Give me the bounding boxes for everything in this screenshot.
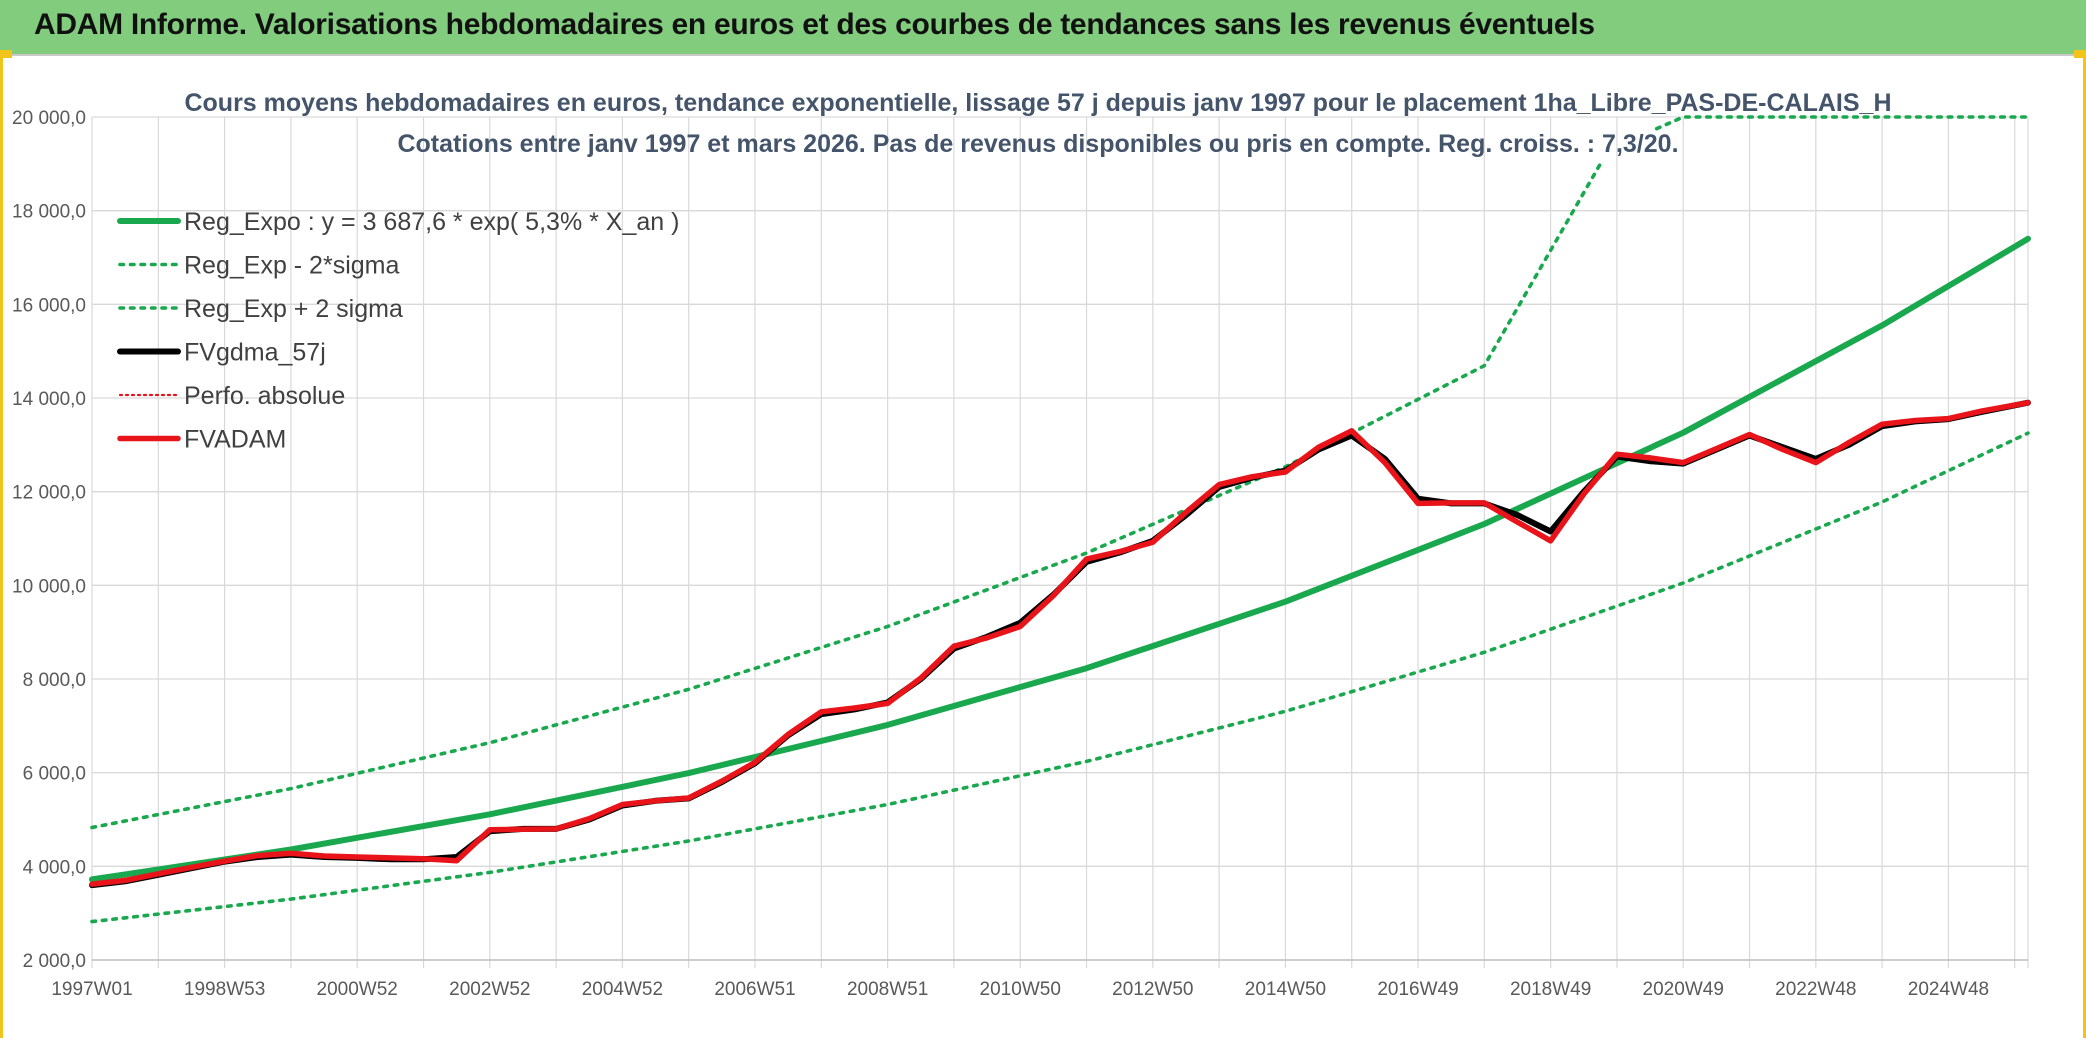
legend-label-reg-expo-y-3-687-6-exp-5-3-x-an: Reg_Expo : y = 3 687,6 * exp( 5,3% * X_a… xyxy=(184,208,679,236)
x-tick-label: 2008W51 xyxy=(847,979,928,1000)
x-tick-label: 1998W53 xyxy=(184,979,265,1000)
x-tick-label: 2018W49 xyxy=(1510,979,1591,1000)
y-tick-label: 6 000,0 xyxy=(23,764,86,785)
series-line-reg-exp-2-sigma xyxy=(90,162,1603,830)
chart-title-line1: Cours moyens hebdomadaires en euros, ten… xyxy=(184,89,1891,117)
x-tick-label: 2006W51 xyxy=(714,979,795,1000)
y-tick-label: 4 000,0 xyxy=(23,857,86,878)
y-tick-label: 14 000,0 xyxy=(12,389,86,410)
frame-corner-left xyxy=(0,50,12,58)
y-tick-label: 20 000,0 xyxy=(12,108,86,129)
series-line-fvgdma-57j xyxy=(89,399,2031,889)
x-tick-label: 2000W52 xyxy=(317,979,398,1000)
x-tick-label: 2016W49 xyxy=(1377,979,1458,1000)
y-tick-label: 2 000,0 xyxy=(23,951,86,972)
chart-frame xyxy=(0,56,2086,1038)
legend-label-perfo-absolue: Perfo. absolue xyxy=(184,382,345,410)
x-tick-label: 2020W49 xyxy=(1643,979,1724,1000)
y-tick-label: 10 000,0 xyxy=(12,576,86,597)
grid-layer xyxy=(91,116,2029,968)
legend-label-reg-exp-2-sigma: Reg_Exp - 2*sigma xyxy=(184,252,399,280)
chart-legend: Reg_Expo : y = 3 687,6 * exp( 5,3% * X_a… xyxy=(117,208,679,454)
x-tick-label: 2024W48 xyxy=(1908,979,1989,1000)
legend-label-reg-exp-2-sigma: Reg_Exp + 2 sigma xyxy=(184,295,403,323)
axis-layer: 2 000,0 4 000,0 6 000,0 8 000,0 10 000,0 12 0… xyxy=(12,108,2028,1000)
series-line-cap-reg-exp-2-sigma xyxy=(1654,115,2030,131)
y-tick-label: 16 000,0 xyxy=(12,295,86,316)
frame-corner-right xyxy=(2074,50,2086,58)
x-tick-label: 1997W01 xyxy=(51,979,132,1000)
x-tick-label: 2004W52 xyxy=(582,979,663,1000)
x-tick-label: 2014W50 xyxy=(1245,979,1326,1000)
y-tick-label: 8 000,0 xyxy=(23,670,86,691)
chart-title-line2: Cotations entre janv 1997 et mars 2026. … xyxy=(397,130,1678,158)
report-title: ADAM Informe. Valorisations hebdomadaire… xyxy=(34,8,1595,41)
y-tick-label: 12 000,0 xyxy=(12,483,86,504)
x-tick-label: 2012W50 xyxy=(1112,979,1193,1000)
series-layer xyxy=(89,115,2031,924)
report-header: ADAM Informe. Valorisations hebdomadaire… xyxy=(0,0,2086,56)
series-line-fvadam xyxy=(89,399,2031,887)
x-tick-label: 2010W50 xyxy=(980,979,1061,1000)
y-tick-label: 18 000,0 xyxy=(12,202,86,223)
legend-label-fvadam: FVADAM xyxy=(184,426,286,454)
x-tick-label: 2022W48 xyxy=(1775,979,1856,1000)
series-line-reg-expo-y-3-687-6-exp-5-3-x-an xyxy=(89,235,2031,883)
x-tick-label: 2002W52 xyxy=(449,979,530,1000)
series-line-reg-exp-2-sigma xyxy=(90,431,2030,924)
legend-label-fvgdma-57j: FVgdma_57j xyxy=(184,339,326,367)
